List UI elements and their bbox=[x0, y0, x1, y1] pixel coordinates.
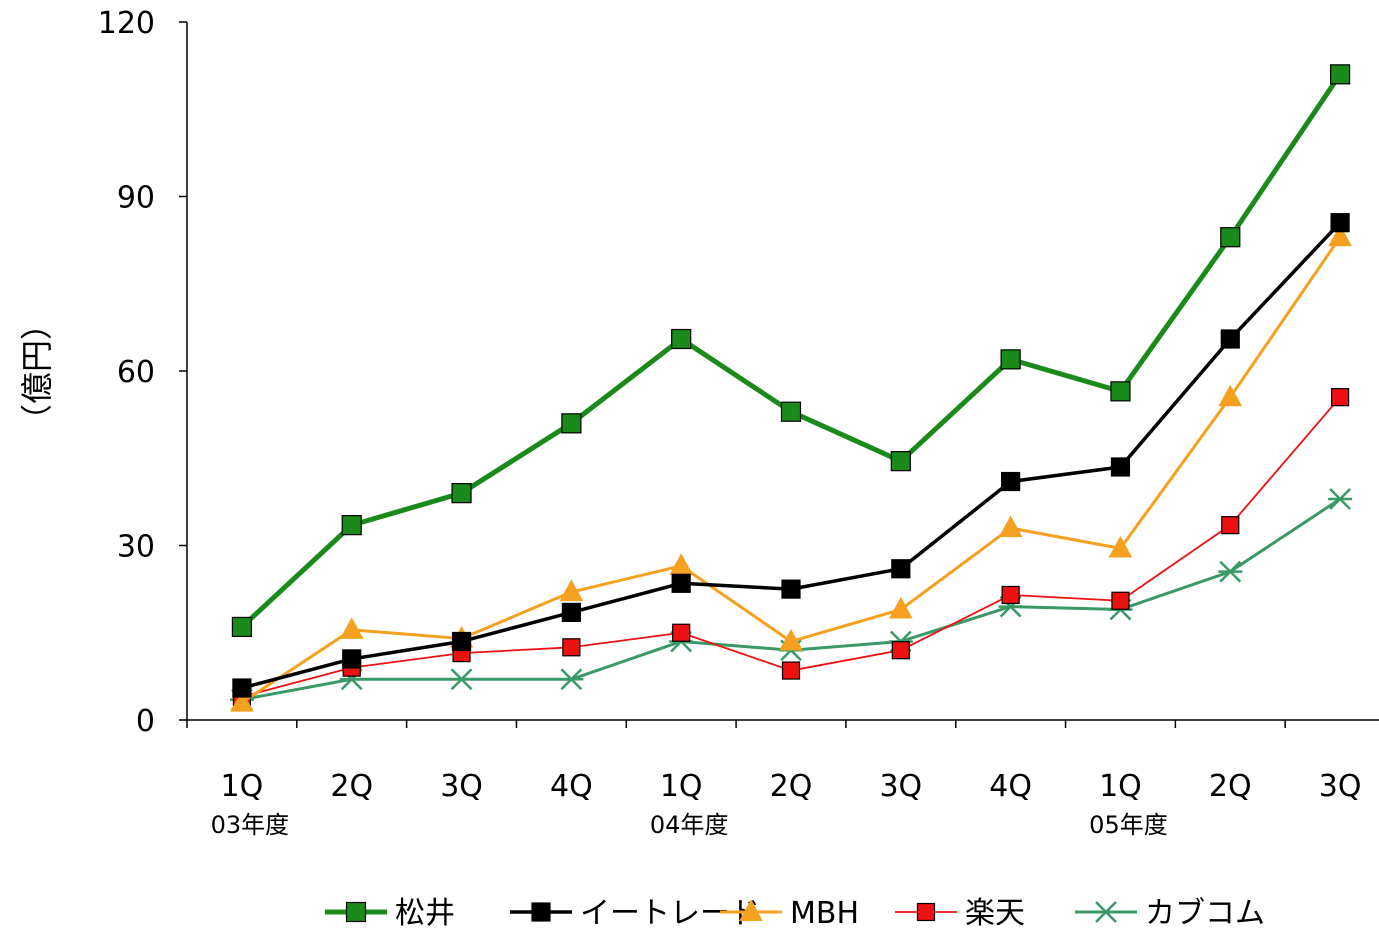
legend-label: 松井 bbox=[395, 896, 455, 931]
data-point bbox=[562, 638, 581, 657]
data-point bbox=[1001, 471, 1021, 492]
data-point bbox=[891, 559, 911, 579]
legend-label: MBH bbox=[790, 896, 859, 931]
x-tick-label: 2Q bbox=[1209, 769, 1252, 804]
legend-marker bbox=[345, 901, 367, 923]
data-point bbox=[1220, 227, 1241, 248]
data-point bbox=[779, 628, 803, 651]
x-tick-label: 2Q bbox=[770, 769, 813, 804]
legend-label: カブコム bbox=[1145, 896, 1265, 931]
data-point bbox=[559, 579, 584, 602]
data-point bbox=[1221, 516, 1240, 535]
x-tick-label: 4Q bbox=[989, 769, 1032, 804]
x-tick-label: 1Q bbox=[660, 769, 703, 804]
data-point bbox=[671, 328, 692, 350]
y-tick-label: 30 bbox=[117, 530, 155, 565]
series-1 bbox=[232, 213, 1350, 698]
y-tick-label: 120 bbox=[98, 6, 155, 41]
y-tick-label: 0 bbox=[136, 704, 155, 739]
data-point bbox=[339, 617, 364, 639]
data-point bbox=[231, 616, 253, 638]
data-point bbox=[671, 573, 691, 593]
data-point bbox=[1328, 488, 1353, 510]
data-point bbox=[449, 668, 474, 691]
data-point bbox=[1108, 535, 1133, 558]
fiscal-year-label: 05年度 bbox=[1089, 811, 1168, 839]
data-point bbox=[1001, 585, 1020, 605]
x-tick-label: 1Q bbox=[221, 769, 264, 804]
data-point bbox=[1330, 388, 1350, 407]
legend-item: 松井 bbox=[325, 896, 455, 931]
series-line bbox=[241, 221, 1342, 690]
fiscal-year-label: 03年度 bbox=[211, 811, 290, 839]
data-point bbox=[561, 413, 582, 434]
axes: 0 30 60 90 120 1Q 2Q 3Q 4Q 1Q 2Q 3Q 4Q 1Q 2Q 3Q 03年度 04年度… bbox=[18, 6, 1379, 839]
x-tick-label: 3Q bbox=[440, 769, 483, 804]
series-layer bbox=[229, 64, 1353, 712]
series-3 bbox=[232, 388, 1350, 706]
x-tick-label: 2Q bbox=[330, 769, 373, 804]
legend-marker bbox=[739, 899, 763, 922]
data-point bbox=[891, 641, 910, 660]
data-point bbox=[1220, 329, 1240, 349]
data-point bbox=[781, 661, 801, 680]
legend-marker bbox=[916, 902, 936, 922]
data-point bbox=[232, 678, 252, 698]
legend-item: MBH bbox=[720, 896, 859, 931]
legend-item: カブコム bbox=[1075, 896, 1265, 931]
data-point bbox=[890, 451, 911, 472]
data-point bbox=[561, 602, 581, 622]
data-point bbox=[998, 515, 1023, 538]
data-point bbox=[1330, 213, 1350, 233]
data-point bbox=[669, 553, 694, 575]
data-point bbox=[672, 623, 691, 642]
data-point bbox=[342, 649, 362, 669]
x-tick-label: 4Q bbox=[550, 769, 593, 804]
data-point bbox=[1111, 591, 1130, 610]
data-point bbox=[1218, 560, 1243, 583]
y-axis-title: （億円） bbox=[18, 308, 56, 436]
legend-marker bbox=[531, 902, 551, 922]
y-tick-label: 60 bbox=[117, 355, 155, 390]
y-tick-label: 90 bbox=[117, 181, 155, 216]
data-point bbox=[888, 596, 913, 619]
data-point bbox=[1110, 457, 1131, 477]
data-point bbox=[341, 515, 362, 536]
data-point bbox=[1329, 64, 1351, 85]
data-point bbox=[559, 668, 584, 691]
x-tick-label: 3Q bbox=[879, 769, 922, 804]
data-point bbox=[1110, 381, 1131, 402]
fiscal-year-label: 04年度 bbox=[650, 811, 729, 839]
data-point bbox=[780, 401, 802, 422]
legend: 松井 イートレード MBH 楽天 カブコム bbox=[325, 896, 1265, 931]
legend-label: 楽天 bbox=[965, 896, 1025, 931]
data-point bbox=[230, 689, 254, 712]
series-0 bbox=[231, 64, 1351, 638]
data-point bbox=[451, 631, 472, 652]
legend-marker bbox=[1094, 901, 1118, 923]
series-line bbox=[240, 72, 1343, 629]
x-tick-label: 3Q bbox=[1319, 769, 1362, 804]
data-point bbox=[781, 579, 801, 599]
data-point bbox=[1000, 349, 1021, 370]
series-2 bbox=[230, 224, 1352, 712]
data-point bbox=[451, 483, 472, 504]
data-point bbox=[1218, 384, 1243, 407]
x-tick-label: 1Q bbox=[1099, 769, 1142, 804]
data-point bbox=[1328, 224, 1352, 247]
legend-item: 楽天 bbox=[895, 896, 1025, 931]
